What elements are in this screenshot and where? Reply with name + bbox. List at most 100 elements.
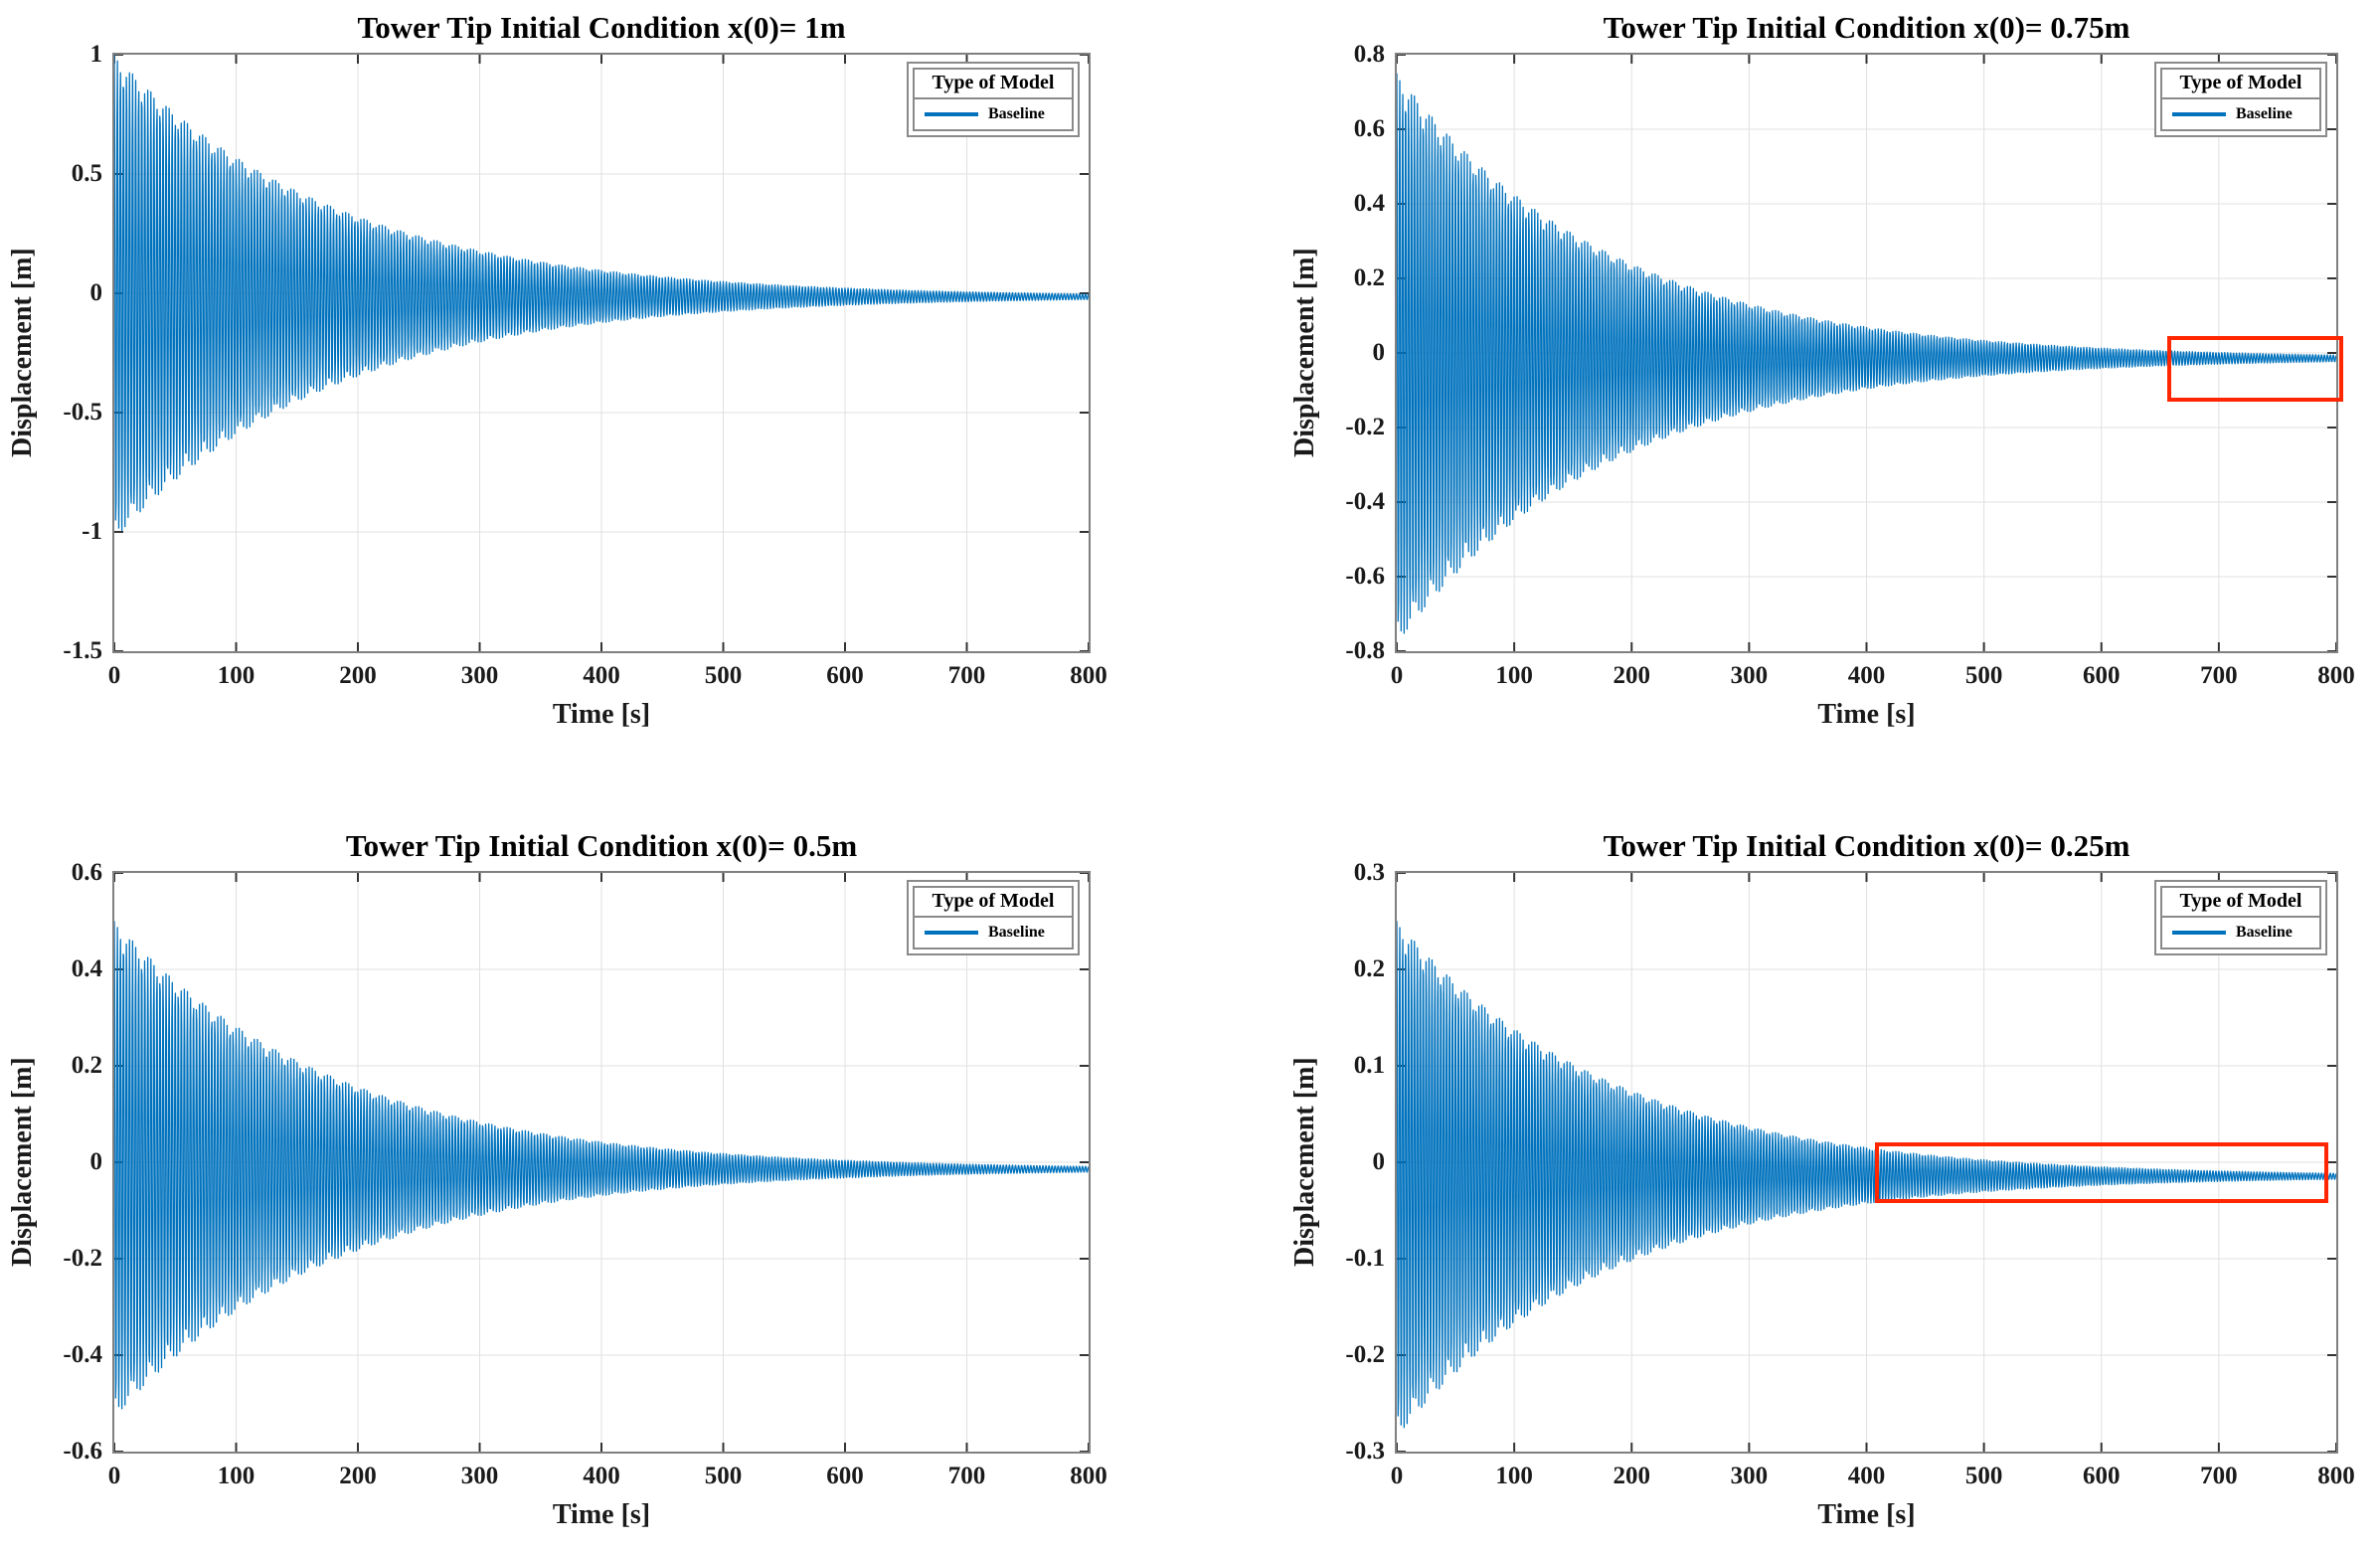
y-tick-label: -0.4: [63, 1341, 102, 1368]
x-tick-label: 300: [460, 662, 499, 689]
y-tick-label: -0.3: [1345, 1438, 1385, 1465]
x-tick-label: 0: [107, 1463, 121, 1489]
y-tick-label: -0.6: [1345, 563, 1385, 590]
x-tick-label: 100: [1495, 1463, 1533, 1489]
y-tick-label: 0.6: [71, 859, 102, 886]
plot-title: Tower Tip Initial Condition x(0)= 0.5m: [345, 828, 858, 863]
x-tick-label: 500: [1964, 662, 2003, 689]
waveform-canvas: [114, 55, 1089, 651]
x-tick-label: 300: [460, 1463, 499, 1489]
waveform-canvas: [1397, 873, 2336, 1452]
legend-entry-baseline: Baseline: [2160, 97, 2321, 131]
y-tick-label: 0.2: [71, 1052, 102, 1079]
x-tick-label: 700: [947, 662, 986, 689]
x-tick-label: 800: [1070, 1463, 1107, 1489]
x-tick-label: 300: [1730, 662, 1769, 689]
baseline-line-swatch: [925, 112, 978, 116]
y-tick-label: -1: [82, 518, 102, 545]
y-tick-label: 0.2: [1353, 264, 1385, 291]
y-tick-label: -0.8: [1345, 637, 1385, 664]
y-tick-label: -0.2: [63, 1245, 102, 1272]
y-tick-label: -0.5: [63, 399, 102, 426]
y-tick-label: 0.6: [1353, 115, 1385, 142]
plot-area: Type of Model Baseline: [112, 871, 1091, 1454]
x-tick-label: 800: [1070, 662, 1107, 689]
waveform-canvas: [1397, 55, 2336, 651]
baseline-line-swatch: [925, 931, 978, 935]
x-tick-label: 500: [1964, 1463, 2003, 1489]
legend: Type of Model Baseline: [2154, 62, 2327, 137]
legend-title: Type of Model: [2160, 68, 2321, 99]
plot-title: Tower Tip Initial Condition x(0)= 0.75m: [1603, 10, 2130, 45]
y-tick-label: 0.4: [1353, 190, 1385, 217]
x-tick-label: 100: [217, 662, 255, 689]
waveform-canvas: [114, 873, 1089, 1452]
plot-title: Tower Tip Initial Condition x(0)= 1m: [357, 10, 846, 45]
legend-entry-label: Baseline: [988, 924, 1045, 941]
x-tick-label: 700: [2200, 1463, 2238, 1489]
x-tick-label: 0: [1390, 1463, 1404, 1489]
x-tick-label: 400: [583, 1463, 620, 1489]
x-tick-label: 700: [947, 1463, 986, 1489]
x-tick-label: 800: [2317, 1463, 2355, 1489]
x-axis-label: Time [s]: [1817, 1499, 1916, 1530]
x-tick-label: 200: [1613, 662, 1651, 689]
x-tick-label: 200: [339, 1463, 377, 1489]
x-axis-label: Time [s]: [552, 1499, 651, 1530]
plot-area: Type of Model Baseline: [1395, 53, 2338, 653]
legend-entry-baseline: Baseline: [2160, 916, 2321, 949]
baseline-line-swatch: [2172, 931, 2226, 935]
x-tick-label: 300: [1730, 1463, 1769, 1489]
x-tick-label: 200: [339, 662, 377, 689]
x-tick-label: 600: [2083, 1463, 2121, 1489]
x-tick-label: 500: [704, 1463, 743, 1489]
y-tick-label: 0: [89, 1148, 103, 1175]
x-tick-label: 600: [826, 662, 864, 689]
legend-title: Type of Model: [913, 68, 1074, 99]
x-tick-label: 800: [2317, 662, 2355, 689]
y-axis-label: Displacement [m]: [7, 248, 38, 458]
baseline-line-swatch: [2172, 112, 2226, 116]
legend-entry-baseline: Baseline: [913, 97, 1074, 131]
y-tick-label: 0.1: [1353, 1052, 1385, 1079]
y-tick-label: 0.3: [1353, 859, 1385, 886]
x-tick-label: 600: [2083, 662, 2121, 689]
highlight-box: [2166, 336, 2344, 403]
y-tick-label: -0.6: [63, 1438, 102, 1465]
legend-title: Type of Model: [913, 886, 1074, 918]
y-tick-label: 0.5: [71, 160, 102, 187]
x-tick-label: 700: [2200, 662, 2238, 689]
y-tick-label: 1: [89, 41, 103, 68]
x-tick-label: 100: [1495, 662, 1533, 689]
y-tick-label: 0.8: [1353, 41, 1385, 68]
x-tick-label: 400: [1847, 662, 1886, 689]
y-tick-label: -0.2: [1345, 1341, 1385, 1368]
y-tick-label: 0.4: [71, 955, 102, 982]
x-axis-label: Time [s]: [1817, 699, 1916, 730]
x-tick-label: 0: [107, 662, 121, 689]
y-tick-label: 0: [1372, 1148, 1386, 1175]
x-tick-label: 200: [1613, 1463, 1651, 1489]
legend-entry-baseline: Baseline: [913, 916, 1074, 949]
x-axis-label: Time [s]: [552, 699, 651, 730]
x-tick-label: 600: [826, 1463, 864, 1489]
y-tick-label: 0.2: [1353, 955, 1385, 982]
x-tick-label: 400: [1847, 1463, 1886, 1489]
highlight-box: [1874, 1141, 2328, 1203]
legend: Type of Model Baseline: [907, 62, 1080, 137]
legend-title: Type of Model: [2160, 886, 2321, 918]
x-tick-label: 0: [1390, 662, 1404, 689]
x-tick-label: 400: [583, 662, 620, 689]
plot-area: Type of Model Baseline: [112, 53, 1091, 653]
y-tick-label: -0.2: [1345, 414, 1385, 440]
legend: Type of Model Baseline: [2154, 880, 2327, 955]
plot-area: Type of Model Baseline: [1395, 871, 2338, 1454]
plot-title: Tower Tip Initial Condition x(0)= 0.25m: [1603, 828, 2130, 863]
y-tick-label: -1.5: [63, 637, 102, 664]
x-tick-label: 100: [217, 1463, 255, 1489]
y-tick-label: 0: [89, 279, 103, 306]
legend: Type of Model Baseline: [907, 880, 1080, 955]
x-tick-label: 500: [704, 662, 743, 689]
legend-entry-label: Baseline: [2236, 924, 2293, 941]
y-tick-label: -0.4: [1345, 488, 1385, 515]
